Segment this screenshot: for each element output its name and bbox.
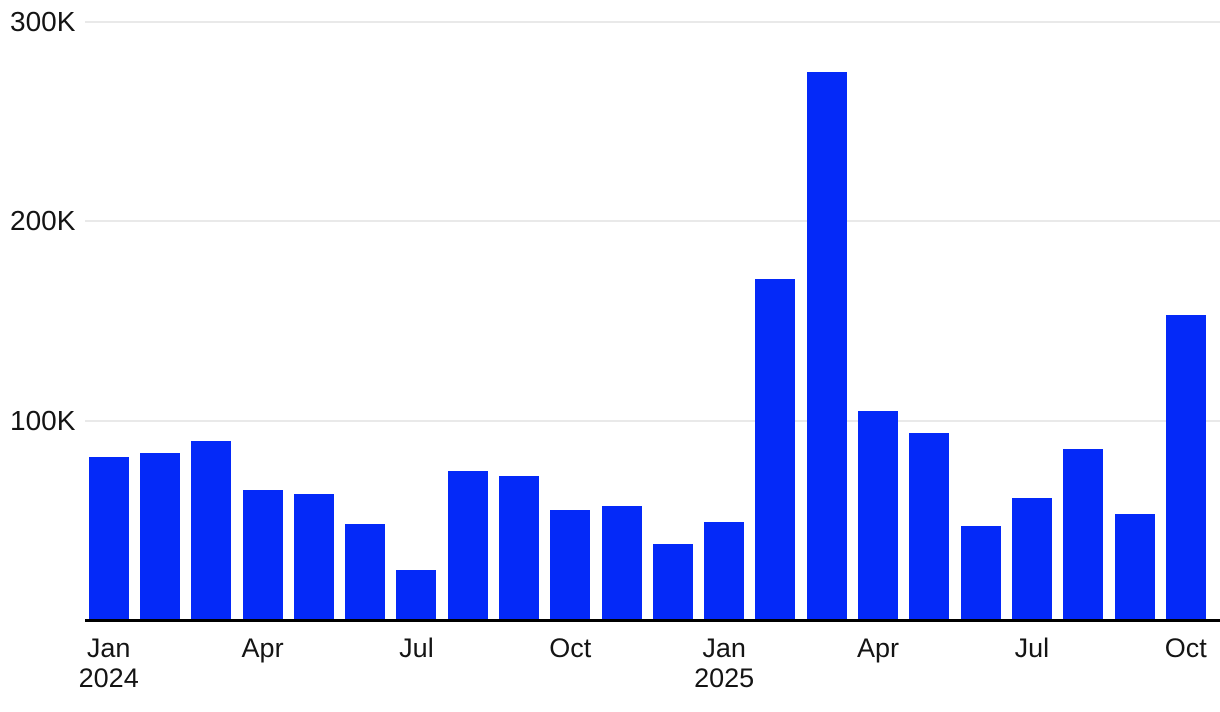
x-axis-label-month: Jul [399,633,434,663]
bar-jan-2024 [88,456,129,620]
x-axis-label-month: Oct [549,633,592,663]
bar-dec-2024 [652,544,693,620]
y-gridline-200K [85,220,1220,223]
x-axis-label-month: Jan [86,633,131,663]
y-gridline-100K [85,419,1220,422]
x-axis-label-month: Jan [702,633,746,663]
bar-jul-2025 [1011,498,1052,620]
bar-nov-2024 [601,506,642,620]
y-axis-label-200K: 200K [10,205,76,237]
x-axis-label-month: Oct [1164,633,1207,663]
y-axis-label-100K: 100K [10,404,76,436]
x-axis-label-year: 2025 [694,663,755,693]
bar-mar-2025 [806,71,847,620]
x-axis-label-oct: Oct [1126,633,1220,663]
bar-jul-2024 [396,570,437,620]
bar-oct-2024 [550,510,591,620]
bar-jun-2024 [345,524,386,620]
x-axis-label-jan-2024: Jan 2024 [49,633,169,693]
bar-apr-2025 [858,410,899,620]
y-gridline-300K [85,21,1220,23]
bar-aug-2024 [447,470,488,620]
bar-feb-2024 [139,452,180,620]
bar-jan-2025 [704,522,745,620]
x-axis-label-month: Apr [241,633,284,663]
bar-oct-2025 [1165,315,1206,620]
bar-may-2025 [909,432,950,620]
bar-sep-2025 [1114,514,1155,620]
x-axis-label-jul: Jul [356,633,476,663]
x-axis-label-year: 2024 [78,663,139,693]
x-axis-label-jul: Jul [972,633,1092,663]
x-axis-baseline [85,619,1220,622]
x-axis-label-month: Jul [1014,633,1050,663]
bar-jun-2025 [960,526,1001,620]
x-axis-label-oct: Oct [510,633,630,663]
x-axis-label-month: Apr [857,633,900,663]
bar-may-2024 [293,494,334,620]
y-axis-label-300K: 300K [10,6,76,37]
x-axis-label-jan-2025: Jan 2025 [664,633,784,693]
x-axis-label-apr: Apr [818,633,938,663]
x-axis-label-apr: Apr [203,633,323,663]
bar-apr-2024 [242,490,283,620]
bar-feb-2025 [755,279,796,620]
bar-sep-2024 [499,476,540,620]
bar-mar-2024 [191,440,232,620]
bar-aug-2025 [1063,448,1104,620]
